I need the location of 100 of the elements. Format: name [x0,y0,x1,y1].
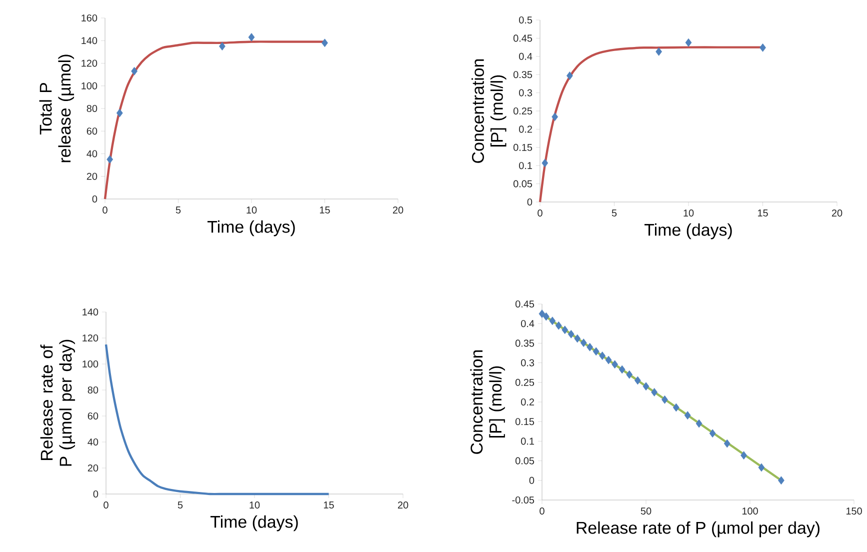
point [549,316,556,326]
x-tick-label: 0 [540,508,544,515]
point [684,411,691,420]
y-tick-label: 0.3 [519,89,532,96]
y-tick-label: 0.4 [521,320,534,328]
point [758,463,765,472]
y-tick-label: 20 [88,464,98,472]
point [778,476,784,485]
y-tick-label: 0 [93,490,98,498]
point [219,42,226,50]
x-tick-label: 5 [176,206,181,214]
y-axis-title: Total P release (µmol) [39,54,74,162]
y-tick-label: 140 [82,37,98,44]
x-tick-label: 5 [612,210,617,216]
point [106,155,114,164]
x-tick-label: 150 [846,508,862,515]
y-tick-label: 0.35 [513,71,532,78]
point [574,334,581,343]
point [605,356,612,364]
point [626,370,633,379]
y-tick-label: 0 [529,476,534,484]
x-tick-label: 0 [102,206,108,214]
y-tick-label: 0.2 [521,398,534,406]
line-series [104,343,330,496]
point [656,47,662,56]
point [672,403,680,412]
x-axis-title: Time (days) [210,515,298,532]
point [322,38,328,48]
y-tick-label: 40 [86,150,98,158]
point [131,66,138,76]
x-tick-label: 10 [684,210,694,217]
point [580,338,587,348]
y-tick-label: 0.35 [515,340,534,347]
y-tick-label: 0.25 [513,107,532,115]
point [592,347,600,356]
x-tick-label: 15 [324,502,334,508]
y-tick-label: 80 [86,104,98,112]
point [634,376,641,385]
point [562,326,568,334]
y-axis-title: Release rate of P (µmol per day) [40,340,76,466]
y-tick-label: 0.5 [519,16,532,24]
y-tick-label: 0.45 [515,300,534,308]
y-tick-label: 0 [92,195,98,203]
point [555,321,562,330]
y-tick-label: 0.05 [515,457,534,464]
y-tick-label: 0.15 [513,144,532,151]
y-tick-label: 0.45 [513,34,532,42]
point [552,112,558,122]
point [248,33,255,42]
x-tick-label: 5 [178,502,183,508]
point [685,38,692,47]
y-tick-label: 60 [86,128,98,135]
x-tick-label: 15 [758,210,768,216]
point [724,439,730,448]
x-tick-label: 20 [832,210,842,217]
x-axis-title: Time (days) [207,220,295,236]
point [568,330,574,338]
x-axis-title: Time (days) [644,223,732,240]
x-tick-label: 15 [320,206,330,214]
y-tick-label: 140 [82,308,98,316]
y-tick-label: 60 [88,412,98,420]
point [709,429,716,438]
point [612,360,618,369]
x-axis-title: Release rate of P (µmol per day) [576,521,820,538]
y-tick-label: 80 [88,386,98,394]
y-tick-label: 0.4 [519,52,532,60]
point [651,388,658,396]
point [566,71,573,80]
x-tick-label: 10 [250,502,260,509]
point [116,108,123,118]
x-tick-label: 0 [538,210,542,217]
y-tick-label: 0.3 [521,359,534,366]
y-tick-label: 0.15 [515,418,534,426]
x-tick-label: 20 [392,206,404,214]
point [618,365,626,374]
y-tick-label: 0.05 [513,180,532,188]
y-axis-title: Concentration [P] (mol/l) [470,350,505,454]
point [542,158,548,168]
point [662,395,668,404]
point [599,352,606,360]
y-tick-label: 0.25 [515,378,534,386]
y-tick-label: 0 [527,198,532,206]
point [642,382,650,391]
y-tick-label: 100 [82,82,98,90]
y-axis-title: Concentration [P] (mol/l) [472,59,506,163]
point [760,43,766,52]
x-tick-label: 20 [398,502,408,509]
x-tick-label: 50 [640,508,652,515]
y-tick-label: 40 [88,438,98,446]
y-tick-label: 20 [86,172,98,180]
y-tick-label: 0.1 [519,162,532,170]
y-tick-label: 120 [82,334,98,342]
x-tick-label: 10 [246,206,257,214]
y-tick-label: 120 [82,60,98,67]
y-tick-label: -0.05 [512,496,534,504]
y-tick-label: 100 [82,360,98,368]
point [696,419,702,428]
point [586,342,594,352]
point [542,312,550,321]
point [538,310,546,318]
